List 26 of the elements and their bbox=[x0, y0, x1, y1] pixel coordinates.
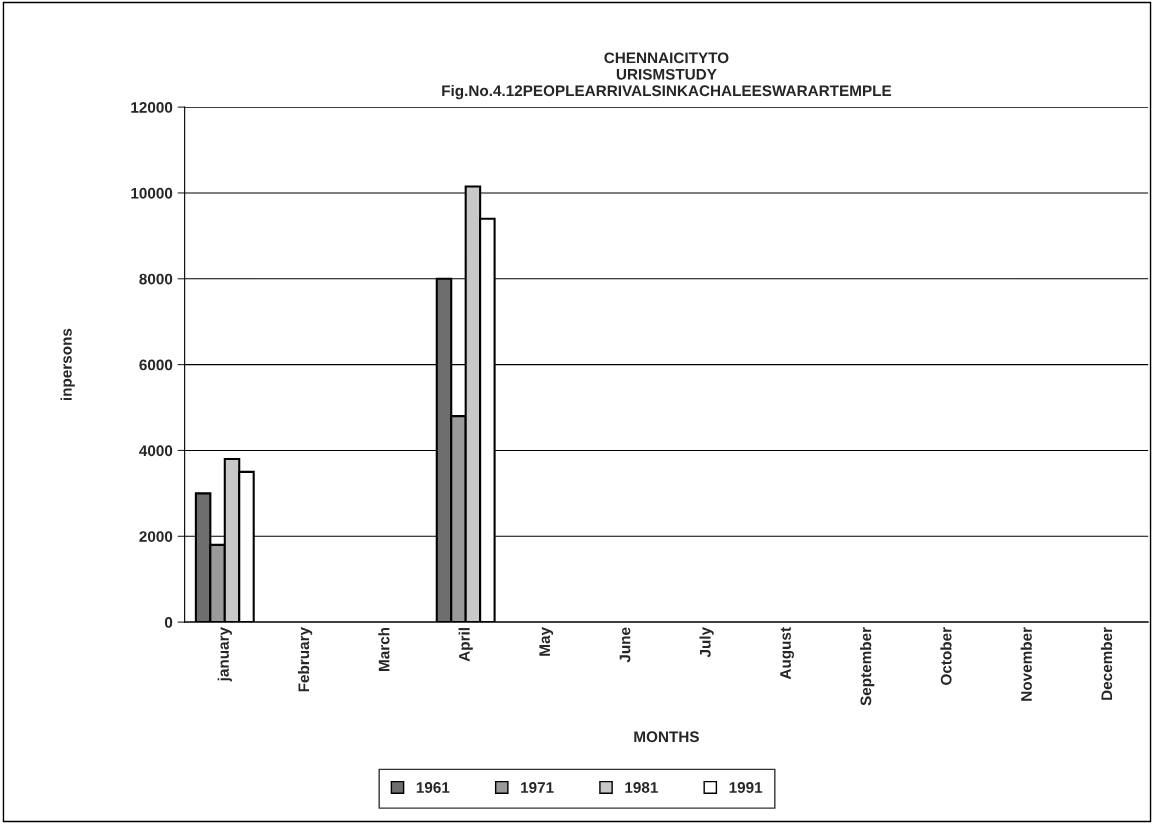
legend-label: 1991 bbox=[729, 782, 763, 793]
x-tick-label: February bbox=[297, 627, 313, 692]
x-tick-label: October bbox=[940, 627, 952, 685]
y-tick-label: 10000 bbox=[131, 187, 173, 199]
y-tick-label: 4000 bbox=[139, 445, 173, 457]
legend-label: 1981 bbox=[625, 782, 658, 793]
x-tick-label: May bbox=[539, 627, 554, 656]
x-tick-label: November bbox=[1020, 627, 1032, 701]
y-tick-label: 0 bbox=[164, 616, 173, 628]
legend-label: 1961 bbox=[416, 782, 450, 793]
y-tick-label: 6000 bbox=[139, 359, 173, 371]
x-tick-label: March bbox=[378, 627, 390, 671]
x-tick-label: September bbox=[860, 627, 875, 706]
x-axis-title: MONTHS bbox=[634, 731, 699, 743]
legend-label: 1971 bbox=[521, 782, 554, 793]
y-tick-label: 12000 bbox=[131, 101, 173, 113]
x-tick-label: July bbox=[699, 627, 714, 658]
x-tick-label: August bbox=[780, 627, 794, 680]
chart-title: CHENNAICITYTO URISMSTUDY Fig.No.4.12PEOPLEARRIVALSINKACHALEESWARARTEMPLE bbox=[442, 52, 892, 100]
x-tick-label: December bbox=[1100, 627, 1113, 700]
y-tick-label: 2000 bbox=[139, 531, 173, 542]
y-tick-label: 8000 bbox=[139, 273, 173, 285]
x-tick-label: April bbox=[458, 628, 473, 662]
y-axis-title: inpersons bbox=[60, 328, 75, 401]
x-tick-label: June bbox=[619, 627, 631, 663]
x-tick-label: january bbox=[217, 627, 232, 682]
